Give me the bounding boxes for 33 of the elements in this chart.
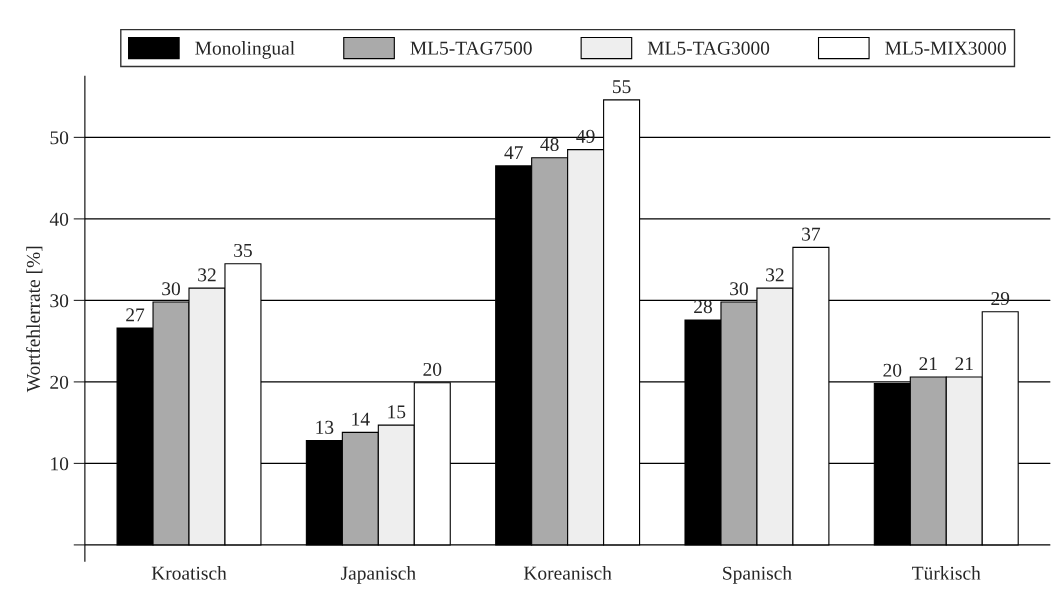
x-tick-label: Spanisch (723, 566, 792, 584)
data-label: 28 (694, 300, 712, 314)
data-label: 21 (955, 357, 973, 371)
y-axis-title: Wortfehlerrate [%] (26, 246, 43, 393)
x-tick-label: Japanisch (340, 566, 416, 584)
y-tick-label: 50 (50, 131, 69, 145)
data-label: 32 (198, 268, 216, 282)
data-label: 30 (730, 282, 748, 296)
data-label: 55 (613, 80, 631, 94)
data-label: 21 (919, 357, 937, 371)
legend-label: ML5-MIX3000 (885, 41, 1006, 55)
y-tick-label: 10 (51, 457, 69, 471)
x-tick-label: Kroatisch (151, 566, 227, 580)
y-tick-label: 20 (50, 375, 69, 389)
legend-label: ML5-TAG3000 (647, 41, 770, 55)
data-label: 37 (802, 227, 821, 241)
data-label: 14 (352, 412, 370, 426)
data-label: 15 (388, 405, 406, 419)
legend-label: ML5-TAG7500 (410, 41, 532, 55)
y-tick-label: 30 (50, 294, 69, 308)
data-label: 30 (162, 282, 180, 296)
data-label: 32 (766, 268, 784, 282)
data-label: 20 (423, 362, 442, 376)
data-label: 27 (126, 308, 145, 322)
x-tick-label: Koreanisch (523, 566, 612, 580)
data-label: 48 (540, 137, 559, 152)
data-label: 35 (234, 243, 252, 257)
y-tick-label: 40 (49, 212, 69, 226)
x-tick-label: Türkisch (912, 566, 981, 580)
data-label: 47 (504, 146, 523, 159)
legend-label: Monolingual (195, 41, 295, 59)
data-label: 13 (316, 420, 334, 434)
data-label: 20 (883, 363, 902, 377)
